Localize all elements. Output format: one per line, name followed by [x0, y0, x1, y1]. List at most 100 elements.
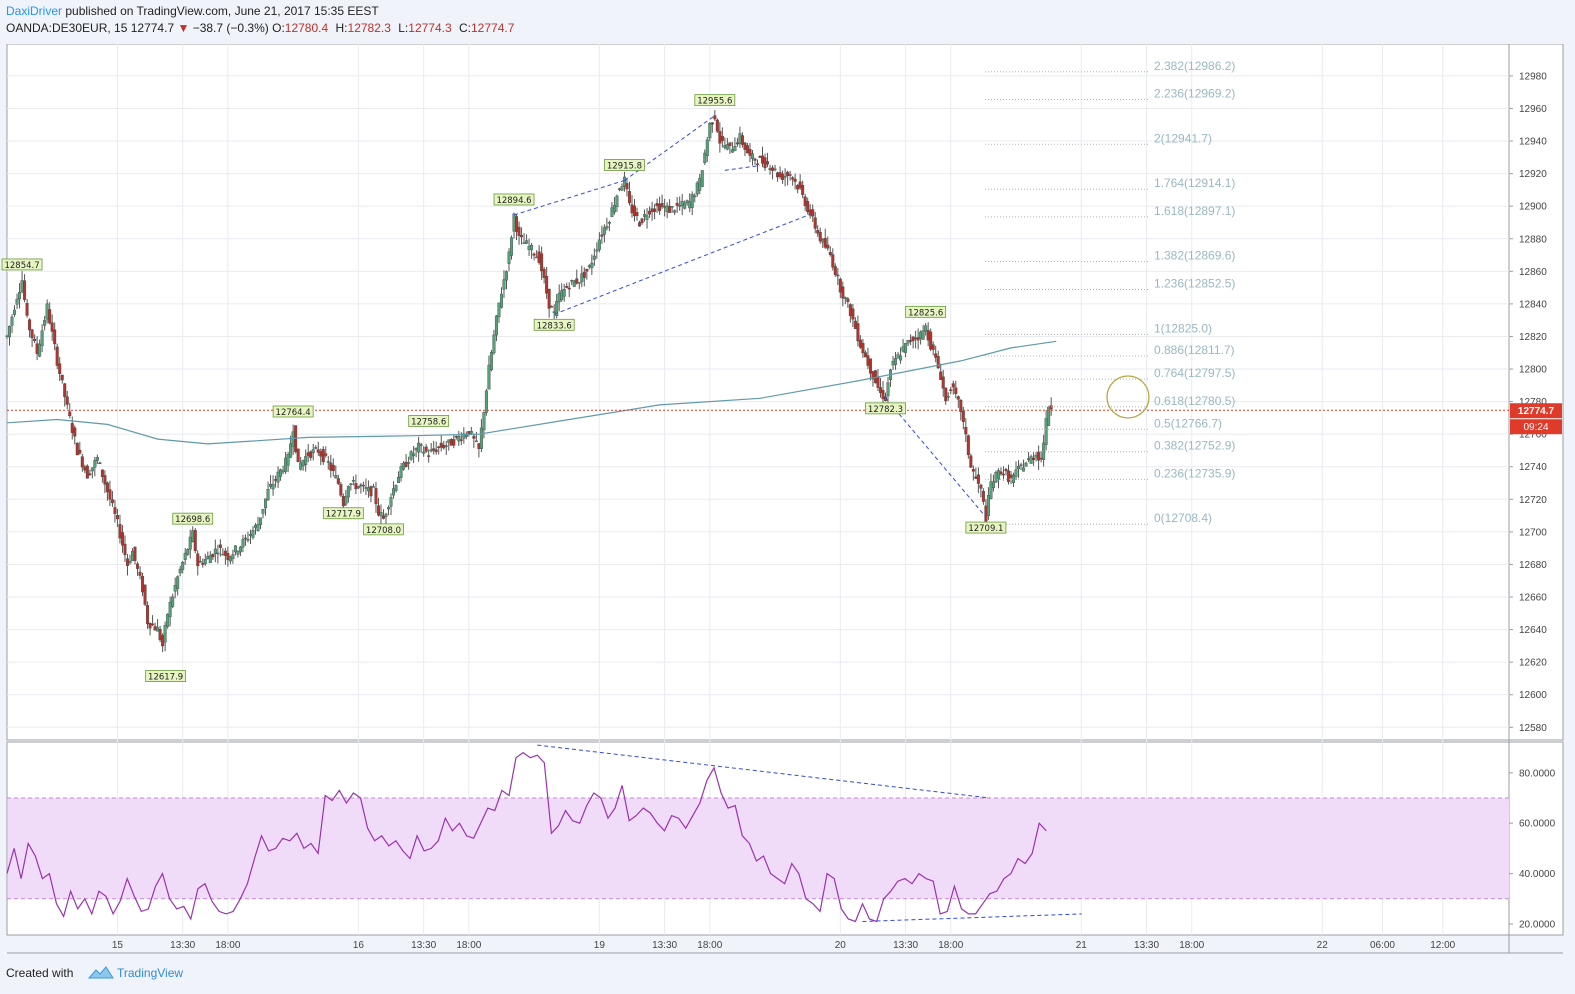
price-tick-label: 12800 — [1519, 365, 1547, 376]
rsi-pane-frame — [6, 741, 1564, 936]
candle-body — [457, 436, 461, 442]
trend-line[interactable] — [724, 164, 761, 171]
symbol-label[interactable]: OANDA:DE30EUR, 15 — [6, 21, 128, 35]
candle — [1004, 467, 1008, 476]
candle — [550, 305, 554, 308]
candle — [397, 471, 401, 483]
candle-body — [758, 156, 762, 158]
candle-body — [612, 205, 616, 213]
candle — [989, 473, 993, 500]
candle — [1022, 459, 1026, 472]
highlight-circle[interactable] — [1106, 375, 1150, 419]
candle-body — [246, 538, 250, 541]
pivot-label-text: 12915.8 — [607, 161, 642, 171]
candle — [88, 469, 92, 476]
candle-body — [728, 142, 732, 146]
candle-body — [680, 200, 684, 206]
candle-body — [821, 238, 825, 243]
candle-body — [384, 513, 388, 517]
candle — [457, 430, 461, 446]
candle-body — [856, 323, 860, 342]
candle — [996, 468, 1000, 489]
price-tick-label: 12820 — [1519, 332, 1547, 343]
candle-body — [284, 457, 288, 472]
candle — [547, 288, 551, 318]
candle-body — [68, 411, 72, 417]
candle — [354, 474, 358, 495]
candle-body — [685, 200, 689, 203]
candle — [304, 449, 308, 472]
candle-body — [788, 174, 792, 176]
candle — [868, 358, 872, 381]
candle — [80, 453, 84, 472]
fibonacci-extension[interactable]: 0(12708.4) 0.236(12735.9) 0.382(12752.9) 0.… — [985, 59, 1235, 525]
candle-body — [843, 297, 847, 299]
candle — [95, 454, 99, 465]
candle — [50, 314, 54, 341]
candle-body — [793, 178, 797, 182]
rsi-trend-line[interactable] — [537, 744, 990, 799]
candle-body — [836, 274, 840, 277]
candle-body — [422, 451, 426, 454]
candle-body — [959, 399, 963, 412]
candle — [394, 484, 398, 493]
candle-body — [811, 209, 815, 217]
open-value: 12780.4 — [284, 21, 329, 35]
chart-canvas[interactable]: 12580 12600 12620 12640 12660 12680 12700 12720… — [0, 44, 1575, 958]
candle-body — [991, 481, 995, 489]
fib-level-label: 1.382(12869.6) — [1154, 249, 1235, 263]
candle — [600, 225, 604, 244]
candle-body — [203, 559, 207, 564]
candle — [949, 386, 953, 395]
candle-body — [259, 517, 263, 525]
candle — [326, 456, 330, 470]
candle — [133, 546, 137, 565]
candle — [831, 248, 835, 271]
candle — [141, 572, 145, 597]
candle — [146, 601, 150, 629]
candle — [10, 314, 14, 334]
candle-body — [449, 439, 453, 446]
candle — [971, 465, 975, 481]
fib-level-label: 0.236(12735.9) — [1154, 466, 1235, 480]
candle — [93, 457, 97, 477]
candle — [497, 302, 501, 323]
candle — [243, 534, 247, 546]
trend-line[interactable] — [513, 179, 625, 216]
tradingview-brand-link[interactable]: TradingView — [117, 966, 184, 980]
candle-body — [1029, 456, 1033, 464]
trend-line[interactable] — [885, 397, 987, 518]
trend-line[interactable] — [553, 213, 811, 315]
price-trend-lines[interactable] — [513, 115, 987, 518]
candle — [409, 449, 413, 462]
candle-body — [527, 245, 531, 250]
tradingview-logo-icon[interactable] — [88, 965, 114, 981]
candle-body — [512, 213, 516, 232]
candle-body — [1037, 451, 1041, 461]
candle-body — [595, 249, 599, 252]
candle-body — [20, 280, 24, 292]
candle — [838, 277, 842, 299]
candle-body — [622, 176, 626, 187]
moving-average-line — [6, 340, 1057, 445]
candle-body — [969, 455, 973, 468]
author-link[interactable]: DaxiDriver — [6, 4, 63, 18]
pivot-label-box — [905, 305, 947, 318]
candle-body — [1006, 470, 1010, 482]
candle-body — [560, 290, 564, 300]
candle-body — [592, 255, 596, 260]
pivot-label-box — [694, 94, 736, 107]
candle-body — [274, 479, 278, 481]
pivot-label-text: 12833.6 — [537, 321, 572, 331]
candle-body — [264, 498, 268, 509]
candle — [266, 481, 270, 501]
rsi-trend-line[interactable] — [862, 913, 1082, 922]
pivot-label: 12617.9 — [145, 670, 187, 683]
candle-body — [221, 553, 225, 556]
trend-line[interactable] — [624, 115, 716, 181]
candle-body — [944, 387, 948, 402]
fib-level-label: 0.886(12811.7) — [1154, 343, 1235, 357]
candle-body — [557, 293, 561, 303]
candle-body — [700, 170, 704, 187]
candle-body — [936, 356, 940, 369]
